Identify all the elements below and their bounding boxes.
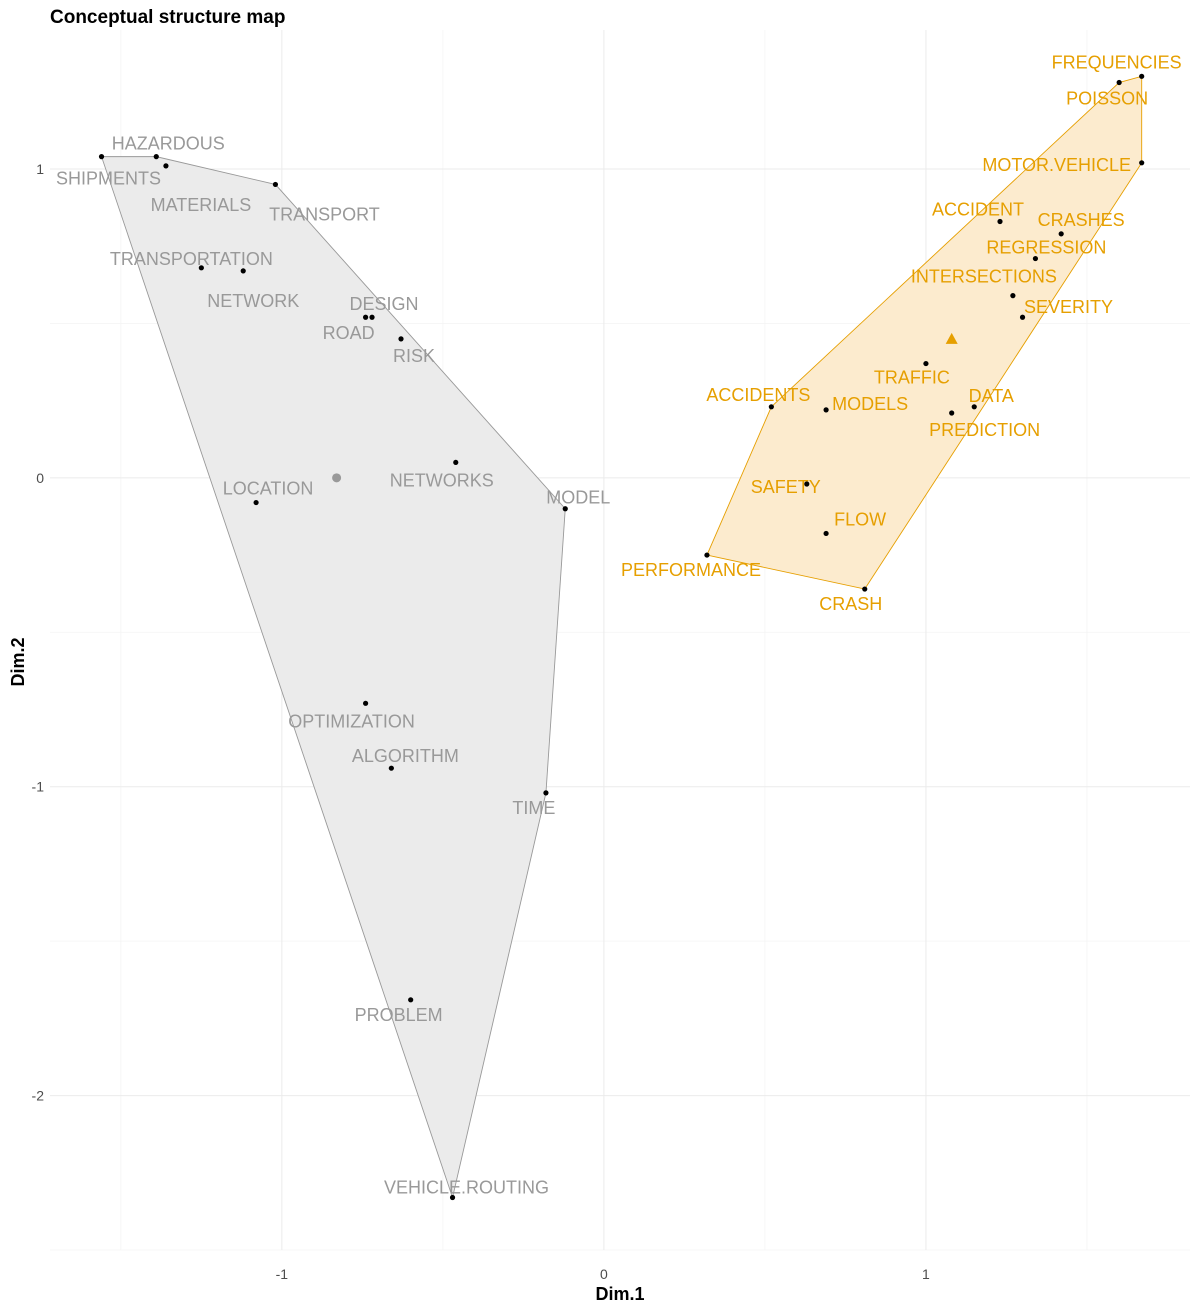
label-road: ROAD — [323, 323, 375, 343]
data-points — [98, 73, 1145, 1201]
point-frequencies — [1139, 73, 1145, 79]
label-optimization: OPTIMIZATION — [288, 711, 415, 731]
x-tick-label: 1 — [922, 1266, 930, 1282]
point-crash — [862, 586, 868, 592]
y-tick-label: 1 — [36, 161, 44, 177]
cluster-centroid-1 — [332, 473, 342, 483]
chart-title: Conceptual structure map — [50, 7, 285, 28]
x-tick-label: -1 — [276, 1266, 289, 1282]
point-labels: HAZARDOUS SHIPMENTS MATERIALS TRANSPORT TRAN… — [56, 52, 1182, 1197]
point-networks — [453, 459, 459, 466]
point-vehicle-routing — [449, 1194, 456, 1201]
point-motor-vehicle — [1139, 160, 1145, 166]
point-severity — [1019, 314, 1026, 320]
point-models — [823, 407, 829, 413]
label-transportation: TRANSPORTATION — [110, 249, 273, 269]
point-performance — [704, 552, 710, 558]
label-accident: ACCIDENT — [932, 199, 1024, 219]
cluster-centroids — [332, 332, 958, 483]
label-design: DESIGN — [350, 294, 419, 314]
cluster-hull-1 — [100, 156, 566, 1200]
cluster-hull-2 — [706, 75, 1143, 590]
tick-labels: -1 0 1 -2 -1 0 1 — [32, 161, 930, 1282]
label-prediction: PREDICTION — [929, 420, 1040, 440]
point-transportation — [198, 265, 204, 271]
y-tick-label: -1 — [32, 779, 45, 795]
point-safety — [804, 481, 810, 487]
label-motor-vehicle: MOTOR.VEHICLE — [982, 155, 1131, 175]
label-models: MODELS — [832, 394, 908, 414]
label-problem: PROBLEM — [355, 1005, 443, 1025]
point-algorithm — [388, 765, 394, 771]
point-risk — [398, 336, 404, 342]
label-hazardous: HAZARDOUS — [112, 134, 225, 154]
point-location — [253, 499, 259, 506]
label-frequencies: FREQUENCIES — [1052, 52, 1182, 72]
label-safety: SAFETY — [751, 477, 821, 497]
y-tick-label: -2 — [32, 1088, 45, 1104]
cluster-centroid-2 — [945, 332, 958, 344]
label-intersections: INTERSECTIONS — [911, 267, 1057, 287]
point-data — [971, 404, 977, 410]
point-flow — [823, 530, 829, 537]
label-location: LOCATION — [223, 479, 314, 499]
point-hazardous — [153, 154, 159, 160]
label-algorithm: ALGORITHM — [352, 746, 459, 766]
point-design — [369, 314, 375, 320]
point-time — [543, 790, 549, 796]
label-network: NETWORK — [207, 291, 299, 311]
label-crash: CRASH — [819, 594, 882, 614]
point-poisson — [1116, 79, 1122, 86]
label-traffic: TRAFFIC — [874, 368, 950, 388]
point-materials — [163, 163, 169, 169]
label-accidents: ACCIDENTS — [706, 385, 810, 405]
x-tick-label: 0 — [600, 1266, 608, 1282]
label-severity: SEVERITY — [1024, 297, 1113, 317]
point-accident — [997, 218, 1003, 225]
label-shipments: SHIPMENTS — [56, 169, 161, 189]
label-poisson: POISSON — [1066, 89, 1148, 109]
point-accidents — [768, 404, 774, 410]
label-regression: REGRESSION — [986, 238, 1106, 258]
y-axis-title: Dim.2 — [8, 637, 28, 686]
label-risk: RISK — [393, 346, 435, 366]
label-performance: PERFORMANCE — [621, 560, 761, 580]
point-shipments — [98, 154, 105, 160]
label-transport: TRANSPORT — [269, 204, 380, 224]
point-road — [362, 314, 369, 320]
point-intersections — [1010, 293, 1016, 299]
point-optimization — [362, 700, 369, 706]
y-tick-label: 0 — [36, 470, 44, 486]
point-regression — [1032, 255, 1039, 262]
label-materials: MATERIALS — [151, 195, 252, 215]
label-crashes: CRASHES — [1038, 210, 1125, 230]
point-problem — [408, 997, 414, 1003]
point-traffic — [923, 360, 929, 367]
label-flow: FLOW — [834, 509, 886, 529]
label-model: MODEL — [546, 488, 610, 508]
grid-lines — [50, 30, 1190, 1251]
x-axis-title: Dim.1 — [595, 1284, 644, 1304]
label-vehicle-routing: VEHICLE.ROUTING — [384, 1177, 549, 1197]
point-model — [562, 506, 568, 512]
label-networks: NETWORKS — [390, 470, 494, 490]
point-transport — [272, 181, 279, 188]
point-prediction — [949, 410, 955, 416]
label-time: TIME — [512, 798, 555, 818]
point-crashes — [1058, 231, 1064, 237]
point-network — [240, 268, 246, 274]
label-data: DATA — [969, 386, 1014, 406]
